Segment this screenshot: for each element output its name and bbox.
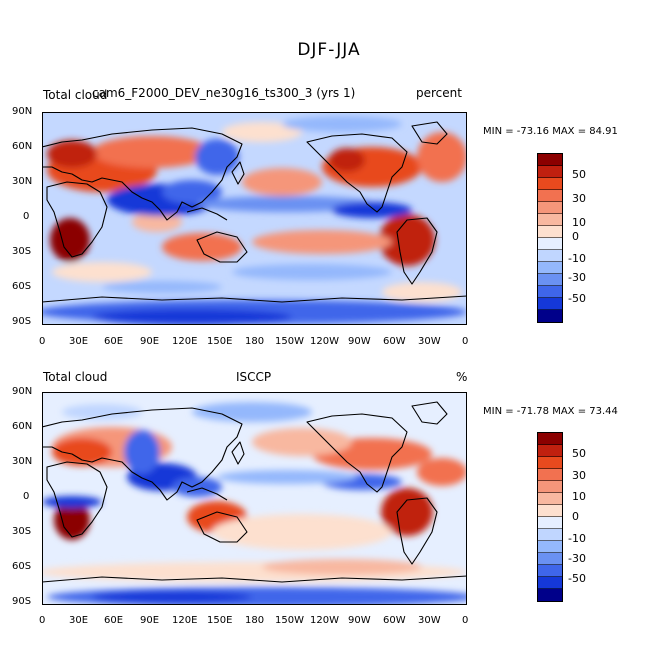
panel1-lon-label: 0 <box>39 336 46 347</box>
panel1-lon-label: 120E <box>172 336 198 347</box>
panel2-lat-label: 60N <box>12 421 33 432</box>
colorbar-swatch <box>538 166 562 178</box>
panel1-units-label: percent <box>416 86 462 100</box>
colorbar-swatch <box>538 553 562 565</box>
panel1-lat-label: 60N <box>12 141 33 152</box>
panel2-colorbar-label: -50 <box>568 572 586 585</box>
panel1-lon-label: 90E <box>140 336 160 347</box>
panel1-lat-label: 30N <box>12 176 33 187</box>
panel2-lat-label: 30S <box>12 526 32 537</box>
colorbar-swatch <box>538 178 562 190</box>
panel2-lat-label: 30N <box>12 456 33 467</box>
colorbar-swatch <box>538 589 562 601</box>
panel2-colorbar-label: -30 <box>568 552 586 565</box>
colorbar-swatch <box>538 190 562 202</box>
panel2-lat-label: 90S <box>12 596 32 607</box>
panel1-lon-label: 30E <box>69 336 89 347</box>
panel2-lat-label: 90N <box>12 386 33 397</box>
panel1-lon-label: 30W <box>418 336 441 347</box>
panel1-colorbar-label: 30 <box>572 192 586 205</box>
colorbar-swatch <box>538 274 562 286</box>
colorbar-swatch <box>538 214 562 226</box>
panel2-variable-label: Total cloud <box>43 370 108 384</box>
colorbar-swatch <box>538 565 562 577</box>
panel2-colorbar-label: 50 <box>572 447 586 460</box>
panel2-colorbar <box>537 432 563 602</box>
panel1-colorbar-label: -30 <box>568 271 586 284</box>
panel2-lon-label: 60W <box>383 615 406 626</box>
panel2-lon-label: 90E <box>140 615 160 626</box>
panel1-variable-label: Total cloud <box>43 88 108 102</box>
panel2-lon-label: 180 <box>245 615 265 626</box>
panel2-lon-label: 0 <box>462 615 469 626</box>
colorbar-swatch <box>538 469 562 481</box>
panel2-colorbar-label: 0 <box>572 510 579 523</box>
colorbar-swatch <box>538 433 562 445</box>
colorbar-swatch <box>538 310 562 322</box>
panel2-map <box>42 392 467 605</box>
panel2-lon-label: 30W <box>418 615 441 626</box>
panel1-colorbar-label: 0 <box>572 230 579 243</box>
colorbar-swatch <box>538 493 562 505</box>
colorbar-swatch <box>538 529 562 541</box>
panel1-lat-label: 60S <box>12 281 32 292</box>
panel2-units-label: % <box>456 370 468 384</box>
panel1-dataset-label: cam6_F2000_DEV_ne30g16_ts300_3 (yrs 1) <box>92 86 356 100</box>
panel1-lat-label: 90N <box>12 106 33 117</box>
panel1-colorbar-label: 10 <box>572 216 586 229</box>
panel1-colorbar <box>537 153 563 323</box>
colorbar-swatch <box>538 505 562 517</box>
panel1-lat-label: 0 <box>23 211 30 222</box>
panel2-colorbar-label: -10 <box>568 532 586 545</box>
colorbar-swatch <box>538 298 562 310</box>
colorbar-swatch <box>538 457 562 469</box>
colorbar-swatch <box>538 238 562 250</box>
panel2-lat-label: 0 <box>23 491 30 502</box>
colorbar-swatch <box>538 541 562 553</box>
panel1-min-max: MIN = -73.16 MAX = 84.91 <box>483 126 618 137</box>
panel2-colorbar-label: 10 <box>572 490 586 503</box>
panel1-lon-label: 120W <box>310 336 339 347</box>
panel1-colorbar-label: 50 <box>572 168 586 181</box>
colorbar-swatch <box>538 262 562 274</box>
panel1-lon-label: 180 <box>245 336 265 347</box>
colorbar-swatch <box>538 286 562 298</box>
panel2-min-max: MIN = -71.78 MAX = 73.44 <box>483 406 618 417</box>
panel2-lon-label: 30E <box>69 615 89 626</box>
panel2-lon-label: 60E <box>104 615 124 626</box>
panel1-map <box>42 112 467 325</box>
colorbar-swatch <box>538 577 562 589</box>
colorbar-swatch <box>538 226 562 238</box>
panel1-lon-label: 150W <box>275 336 304 347</box>
colorbar-swatch <box>538 202 562 214</box>
panel2-lon-label: 90W <box>348 615 371 626</box>
panel1-lon-label: 60E <box>104 336 124 347</box>
colorbar-swatch <box>538 154 562 166</box>
panel1-colorbar-label: -10 <box>568 252 586 265</box>
colorbar-swatch <box>538 250 562 262</box>
panel2-lon-label: 150W <box>275 615 304 626</box>
panel1-lon-label: 90W <box>348 336 371 347</box>
panel2-lon-label: 120E <box>172 615 198 626</box>
panel1-lon-label: 0 <box>462 336 469 347</box>
panel1-lon-label: 150E <box>207 336 233 347</box>
figure-title: DJF-JJA <box>297 40 361 60</box>
colorbar-swatch <box>538 445 562 457</box>
panel1-lat-label: 30S <box>12 246 32 257</box>
panel1-lon-label: 60W <box>383 336 406 347</box>
panel1-colorbar-label: -50 <box>568 292 586 305</box>
colorbar-swatch <box>538 481 562 493</box>
panel2-lon-label: 120W <box>310 615 339 626</box>
panel2-lat-label: 60S <box>12 561 32 572</box>
panel2-dataset-label: ISCCP <box>236 370 272 384</box>
colorbar-swatch <box>538 517 562 529</box>
panel2-lon-label: 150E <box>207 615 233 626</box>
panel2-lon-label: 0 <box>39 615 46 626</box>
panel2-colorbar-label: 30 <box>572 469 586 482</box>
panel1-lat-label: 90S <box>12 316 32 327</box>
